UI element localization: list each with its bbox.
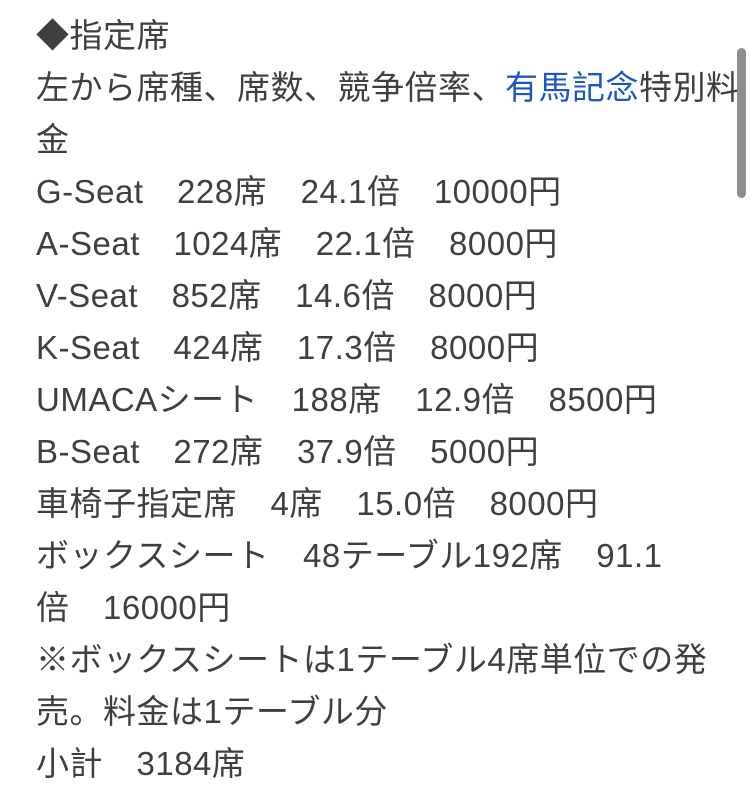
seat-row-wheelchair: 車椅子指定席 4席 15.0倍 8000円 <box>36 485 599 522</box>
subtotal-row: 小計 3184席 <box>36 745 246 782</box>
seat-row-boxseat-wrap: 倍 16000円 <box>36 589 231 626</box>
section-heading: ◆指定席 <box>36 17 170 54</box>
seat-row-aseat: A-Seat 1024席 22.1倍 8000円 <box>36 225 558 262</box>
arima-kinen-link[interactable]: 有馬記念 <box>505 69 639 106</box>
seat-row-gseat: G-Seat 228席 24.1倍 10000円 <box>36 173 562 210</box>
scrollbar-thumb[interactable] <box>737 48 746 198</box>
seat-row-vseat: V-Seat 852席 14.6倍 8000円 <box>36 277 538 314</box>
seat-row-kseat: K-Seat 424席 17.3倍 8000円 <box>36 329 540 366</box>
seat-row-boxseat: ボックスシート 48テーブル192席 91.1 <box>36 537 663 574</box>
seat-row-umaca: UMACAシート 188席 12.9倍 8500円 <box>36 381 658 418</box>
description-text-before: 左から席種、席数、競争倍率、 <box>36 69 505 106</box>
boxseat-note-line-1: ※ボックスシートは1テーブル4席単位での発 <box>36 641 708 678</box>
description-text-after: 特別料 <box>639 69 740 106</box>
column-description-line: 左から席種、席数、競争倍率、有馬記念特別料 <box>36 62 739 114</box>
column-description-wrap: 金 <box>36 121 70 158</box>
seat-row-bseat: B-Seat 272席 37.9倍 5000円 <box>36 433 540 470</box>
boxseat-note-line-2: 売。料金は1テーブル分 <box>36 693 388 730</box>
